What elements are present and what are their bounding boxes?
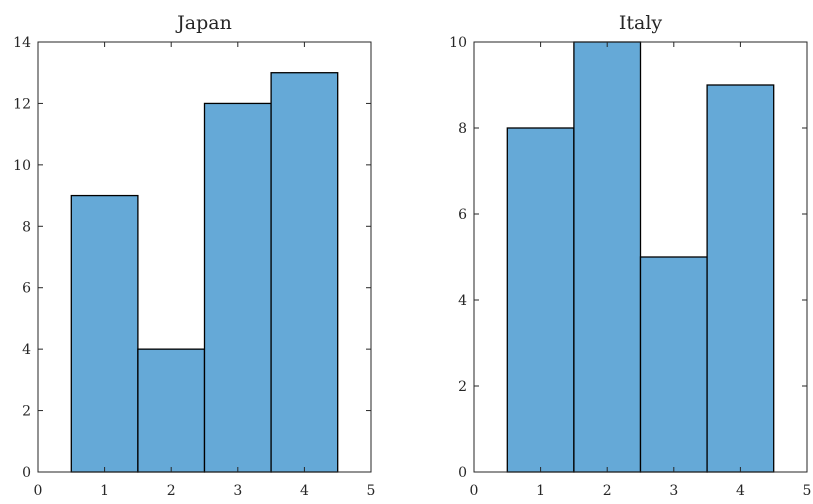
japan-x-tick-label: 5 bbox=[367, 483, 376, 499]
japan-bar-4 bbox=[270, 72, 339, 473]
italy-bar-3 bbox=[639, 256, 708, 473]
japan-bar-1 bbox=[70, 194, 139, 473]
japan-axes-box bbox=[37, 41, 372, 473]
italy-chart-title: Italy bbox=[619, 12, 663, 34]
japan-x-tick-label: 4 bbox=[300, 483, 309, 499]
japan-y-tick-label: 10 bbox=[13, 158, 31, 174]
italy-y-tick-label: 2 bbox=[458, 379, 467, 395]
italy-y-tick-label: 6 bbox=[458, 207, 467, 223]
italy-y-tick-label: 4 bbox=[458, 293, 467, 309]
japan-x-tick-label: 1 bbox=[100, 483, 109, 499]
japan-bar-3 bbox=[203, 102, 272, 473]
italy-x-tick-label: 0 bbox=[470, 483, 479, 499]
japan-y-tick-label: 14 bbox=[13, 35, 31, 51]
japan-x-tick-label: 3 bbox=[233, 483, 242, 499]
italy-bar-4 bbox=[706, 84, 775, 473]
japan-x-tick-label: 0 bbox=[34, 483, 43, 499]
japan-y-tick-label: 12 bbox=[13, 96, 31, 112]
italy-x-tick-label: 3 bbox=[669, 483, 678, 499]
italy-axes-box bbox=[473, 41, 808, 473]
italy-y-tick-label: 0 bbox=[458, 465, 467, 481]
italy-y-tick-label: 8 bbox=[458, 121, 467, 137]
italy-x-tick-label: 4 bbox=[736, 483, 745, 499]
japan-y-tick-label: 2 bbox=[22, 404, 31, 420]
italy-bar-1 bbox=[506, 127, 575, 473]
japan-bar-2 bbox=[137, 348, 206, 473]
japan-y-tick-label: 4 bbox=[22, 342, 31, 358]
japan-chart-title: Japan bbox=[175, 12, 232, 34]
italy-x-tick-label: 1 bbox=[536, 483, 545, 499]
italy-y-tick-label: 10 bbox=[449, 35, 467, 51]
italy-x-tick-label: 5 bbox=[803, 483, 812, 499]
japan-y-tick-label: 8 bbox=[22, 219, 31, 235]
italy-bar-2 bbox=[573, 41, 642, 473]
japan-x-tick-label: 2 bbox=[167, 483, 176, 499]
chart-italy: 0 1 2 3 4 5 0 2 4 6 8 10 Italy bbox=[449, 12, 811, 499]
japan-y-tick-label: 6 bbox=[22, 281, 31, 297]
italy-x-tick-label: 2 bbox=[603, 483, 612, 499]
japan-y-tick-label: 0 bbox=[22, 465, 31, 481]
